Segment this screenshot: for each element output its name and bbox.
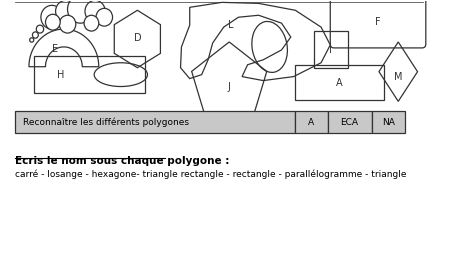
- Bar: [372, 111, 405, 133]
- Text: M: M: [394, 72, 402, 82]
- Circle shape: [84, 15, 99, 31]
- Circle shape: [30, 38, 34, 42]
- Text: E: E: [52, 44, 58, 54]
- Circle shape: [96, 8, 112, 26]
- Bar: [35, 56, 145, 93]
- Text: carré - losange - hexagone- triangle rectangle - rectangle - parallélogramme - t: carré - losange - hexagone- triangle rec…: [15, 170, 407, 179]
- Bar: [328, 111, 372, 133]
- Circle shape: [59, 15, 76, 33]
- Circle shape: [41, 5, 63, 29]
- Text: ECA: ECA: [340, 118, 358, 127]
- Text: F: F: [375, 17, 381, 27]
- Text: NA: NA: [382, 118, 394, 127]
- Circle shape: [55, 0, 76, 22]
- Circle shape: [85, 0, 105, 22]
- Text: Ecris le nom sous chaque polygone :: Ecris le nom sous chaque polygone :: [15, 156, 229, 166]
- Bar: [295, 111, 328, 133]
- Circle shape: [36, 25, 44, 33]
- Text: H: H: [57, 70, 65, 80]
- Text: D: D: [134, 33, 141, 43]
- Bar: [295, 65, 384, 100]
- Circle shape: [32, 32, 38, 38]
- Circle shape: [46, 14, 60, 30]
- Bar: [15, 111, 295, 133]
- Circle shape: [67, 0, 93, 23]
- Text: A: A: [309, 118, 315, 127]
- Text: Reconnaître les différents polygones: Reconnaître les différents polygones: [23, 117, 189, 127]
- Bar: [314, 31, 348, 68]
- Text: J: J: [228, 82, 231, 92]
- Text: A: A: [336, 78, 343, 88]
- Text: L: L: [228, 20, 234, 30]
- Text: I: I: [329, 45, 332, 55]
